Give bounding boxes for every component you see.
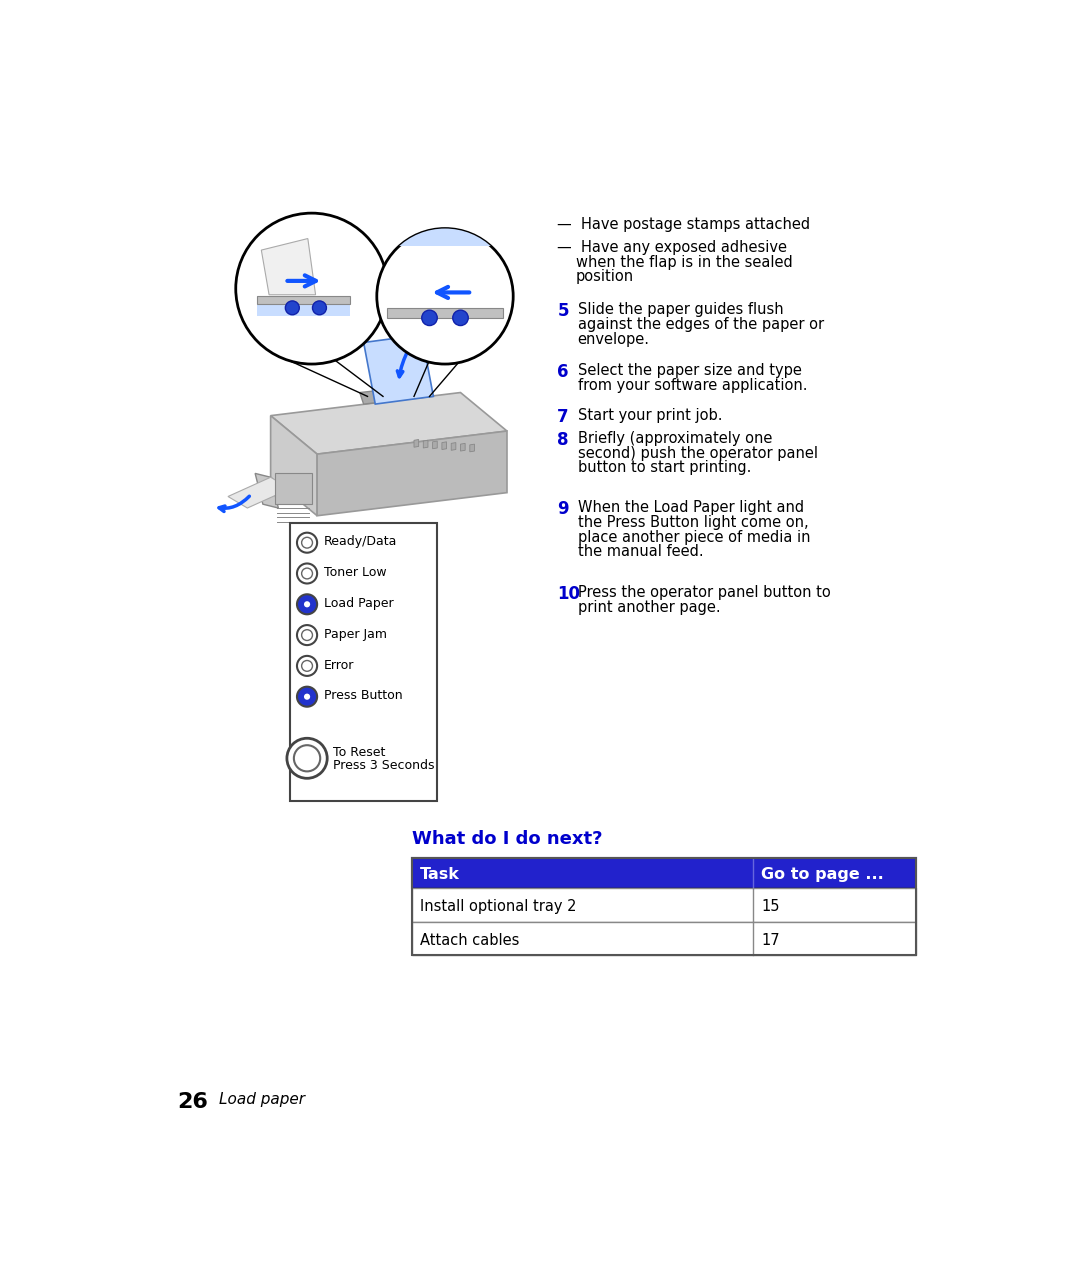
Text: Press the operator panel button to: Press the operator panel button to [578,585,831,600]
Polygon shape [257,296,350,304]
Text: from your software application.: from your software application. [578,378,807,392]
Text: print another page.: print another page. [578,600,720,614]
Bar [413,859,916,955]
Circle shape [377,228,513,364]
Polygon shape [257,296,350,315]
Circle shape [287,738,327,778]
Polygon shape [364,335,433,404]
Polygon shape [255,473,279,508]
Bar [413,859,916,887]
Text: 8: 8 [557,431,569,449]
Text: Toner Low: Toner Low [324,567,387,579]
Text: Install optional tray 2: Install optional tray 2 [420,899,577,914]
Text: 17: 17 [761,932,780,947]
Circle shape [297,656,318,676]
Polygon shape [433,441,437,449]
Bar [291,523,437,801]
Polygon shape [470,444,474,451]
Circle shape [303,694,310,700]
Text: Briefly (approximately one: Briefly (approximately one [578,431,772,446]
Polygon shape [414,440,419,447]
Text: position: position [576,269,634,285]
Text: 5: 5 [557,303,569,320]
Polygon shape [228,477,291,508]
Text: Press Button: Press Button [324,690,403,703]
Polygon shape [271,392,507,454]
Text: against the edges of the paper or: against the edges of the paper or [578,317,824,332]
Text: Start your print job.: Start your print job. [578,408,723,423]
Polygon shape [318,431,507,515]
Text: place another piece of media in: place another piece of media in [578,529,810,545]
Text: Load paper: Load paper [218,1092,305,1106]
Circle shape [297,564,318,583]
Polygon shape [271,415,318,515]
Text: the manual feed.: the manual feed. [578,545,703,559]
Text: button to start printing.: button to start printing. [578,460,751,476]
Text: —  Have any exposed adhesive: — Have any exposed adhesive [557,240,787,255]
Polygon shape [387,308,503,318]
Text: 10: 10 [557,585,580,603]
Text: What do I do next?: What do I do next? [413,829,603,847]
Text: To Reset: To Reset [334,746,386,759]
Bar [413,887,916,922]
Polygon shape [261,238,315,295]
Polygon shape [451,442,456,450]
Circle shape [422,310,437,326]
Circle shape [297,687,318,706]
Polygon shape [460,444,465,451]
Circle shape [303,601,310,608]
Text: Slide the paper guides flush: Slide the paper guides flush [578,303,783,318]
Text: Ready/Data: Ready/Data [324,536,397,549]
Bar [274,473,312,504]
Text: When the Load Paper light and: When the Load Paper light and [578,500,804,515]
Text: Load Paper: Load Paper [324,597,394,610]
Text: Task: Task [420,867,460,882]
Text: —  Have postage stamps attached: — Have postage stamps attached [557,217,810,232]
Circle shape [297,595,318,614]
Polygon shape [423,440,428,447]
Text: Go to page ...: Go to page ... [761,867,883,882]
Polygon shape [442,442,446,450]
Circle shape [312,301,326,315]
Text: Press 3 Seconds: Press 3 Seconds [334,759,435,773]
Text: 6: 6 [557,363,569,381]
Text: 7: 7 [557,408,569,426]
Text: second) push the operator panel: second) push the operator panel [578,446,818,460]
Bar [413,922,916,955]
Text: the Press Button light come on,: the Press Button light come on, [578,515,808,529]
Text: Error: Error [324,659,354,672]
Bar [387,200,503,246]
Circle shape [297,533,318,553]
Text: envelope.: envelope. [578,332,649,346]
Circle shape [453,310,469,326]
Circle shape [235,213,388,364]
Circle shape [285,301,299,315]
Text: Attach cables: Attach cables [420,932,519,947]
Circle shape [297,626,318,645]
Text: 9: 9 [557,500,569,518]
Text: Select the paper size and type: Select the paper size and type [578,363,801,378]
Text: Paper Jam: Paper Jam [324,628,387,641]
Text: 26: 26 [177,1092,208,1111]
Text: when the flap is in the sealed: when the flap is in the sealed [576,255,793,269]
Text: 15: 15 [761,899,780,914]
Polygon shape [360,385,433,404]
